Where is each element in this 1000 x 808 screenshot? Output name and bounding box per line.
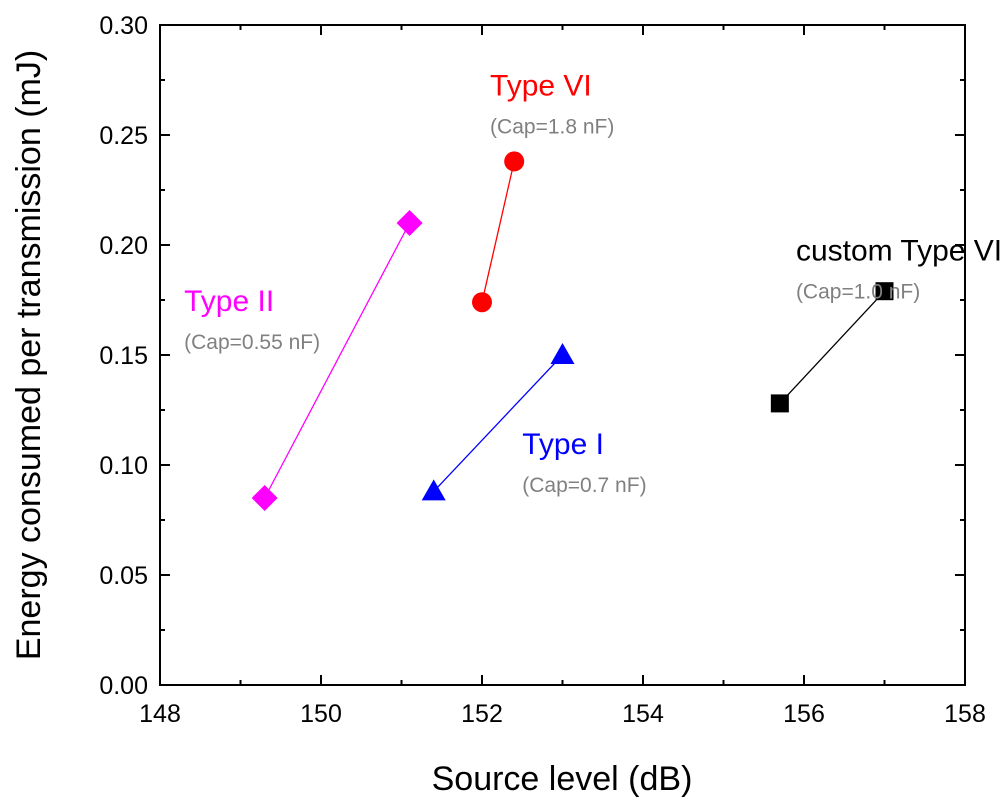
y-tick-label: 0.05 [99,562,148,590]
data-point [396,210,423,236]
series-label: Type VI [490,69,592,102]
y-axis-ticks: 0.00 0.05 0.10 0.15 0.20 0.25 0.30 [99,12,965,700]
x-tick-label: 156 [783,700,825,728]
y-tick-label: 0.30 [99,12,148,40]
series-capacitance-label: (Cap=0.7 nF) [522,474,646,497]
x-tick-label: 152 [461,700,503,728]
series-custom-type-vi [770,282,894,413]
series-capacitance-label: (Cap=0.55 nF) [184,331,320,354]
x-tick-label: 150 [300,700,342,728]
series-label: Type I [522,428,604,461]
data-point [770,394,789,413]
y-tick-label: 0.00 [99,672,148,700]
y-tick-label: 0.15 [99,342,148,370]
y-tick-label: 0.25 [99,122,148,150]
series-label: custom Type VI [796,234,1000,267]
series-line [433,354,563,492]
data-point [421,479,446,501]
series-line [779,290,885,404]
data-point [472,292,492,313]
y-tick-label: 0.10 [99,452,148,480]
data-point [504,151,525,172]
y-tick-label: 0.20 [99,232,148,260]
annotation-layer: Type II (Cap=0.55 nF) Type VI (Cap=1.8 nF) T… [184,69,1000,497]
data-point [875,282,894,301]
x-axis-ticks: 148 150 152 154 156 158 [139,25,986,728]
x-tick-label: 148 [139,700,181,728]
x-axis-title: Source level (dB) [432,760,693,798]
series-type-i [421,343,575,501]
series-capacitance-label: (Cap=1.8 nF) [490,115,614,138]
series-line [481,161,515,303]
x-tick-label: 154 [622,700,664,728]
x-tick-label: 158 [944,700,986,728]
series-capacitance-label: (Cap=1.0 nF) [796,280,920,303]
data-point [251,485,278,511]
series-type-vi [472,151,525,313]
series-layer [251,151,894,511]
series-line [264,222,411,499]
series-label: Type II [184,285,274,318]
series-type-ii [251,210,423,511]
y-axis-title: Energy consumed per transmission (mJ) [10,50,48,660]
data-point [550,343,575,364]
